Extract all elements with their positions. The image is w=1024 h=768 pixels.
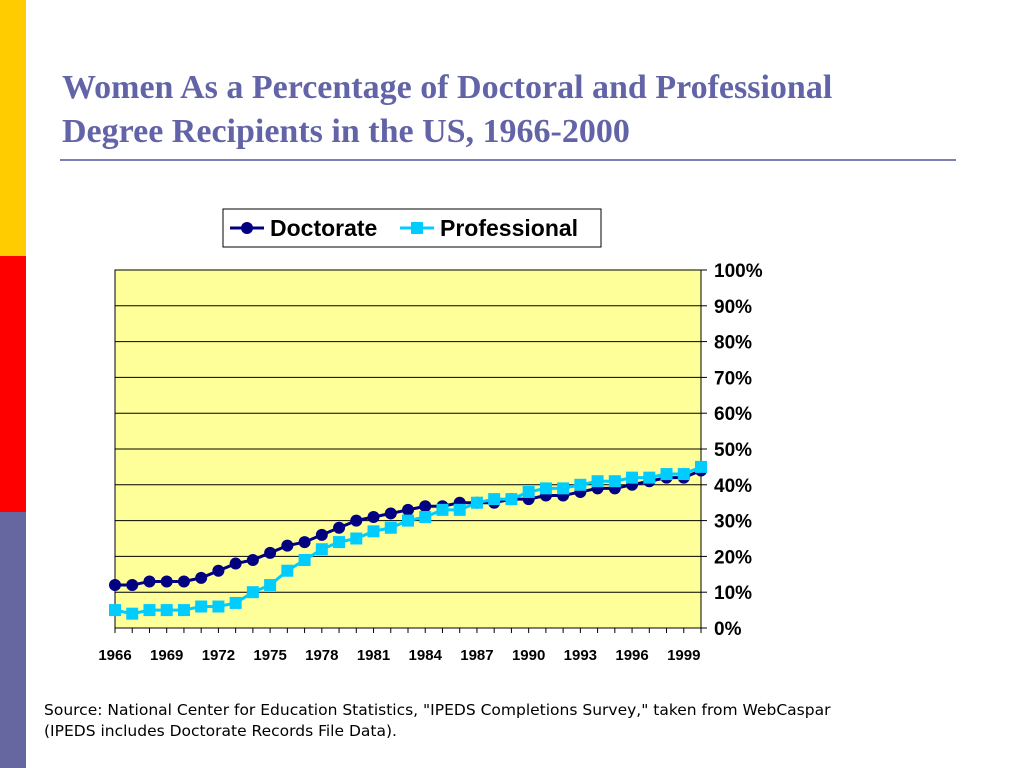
x-tick-label: 1969 [150,647,183,664]
data-point-professional [677,468,690,481]
data-point-professional [212,600,225,613]
data-point-professional [436,503,449,516]
data-point-doctorate [264,546,277,559]
data-point-professional [470,496,483,509]
y-tick-label: 70% [714,368,752,389]
data-point-professional [264,579,277,592]
legend-marker-professional [411,222,423,234]
x-tick-label: 1978 [305,647,338,664]
x-tick-label: 1972 [202,647,235,664]
data-point-professional [298,553,311,566]
y-tick-label: 0% [714,619,742,640]
data-point-professional [246,586,259,599]
data-point-professional [505,493,518,506]
data-point-doctorate [419,500,432,513]
data-point-doctorate [160,575,173,588]
x-tick-label: 1984 [409,647,443,664]
data-point-professional [557,482,570,495]
data-point-professional [367,525,380,538]
data-point-professional [384,521,397,534]
data-point-professional [453,503,466,516]
x-tick-label: 1987 [460,647,493,664]
data-point-doctorate [126,579,139,592]
data-point-professional [522,485,535,498]
data-point-professional [315,543,328,556]
data-point-doctorate [177,575,190,588]
y-tick-label: 10% [714,583,752,604]
data-point-doctorate [350,514,363,527]
x-tick-label: 1966 [98,647,131,664]
source-note: Source: National Center for Education St… [44,701,831,740]
data-point-professional [177,604,190,617]
accent-bar-red [0,256,26,512]
slide-title-line-2: Degree Recipients in the US, 1966-2000 [62,113,630,150]
data-point-professional [695,460,707,473]
data-point-professional [195,600,208,613]
data-point-doctorate [384,507,397,520]
data-point-professional [574,478,587,491]
data-point-professional [160,604,173,617]
y-tick-label: 90% [714,297,752,318]
x-tick-label: 1990 [512,647,545,664]
chart-legend: Doctorate Professional [222,208,602,248]
data-point-doctorate [367,511,380,524]
data-point-doctorate [229,557,242,570]
data-point-professional [126,607,139,620]
data-point-professional [591,475,604,488]
data-point-doctorate [333,521,346,534]
x-tick-label: 1999 [667,647,700,664]
data-point-doctorate [212,564,225,577]
data-point-professional [539,482,552,495]
data-point-professional [350,532,363,545]
y-tick-label: 50% [714,440,752,461]
slide-title-line-1: Women As a Percentage of Doctoral and Pr… [62,69,833,106]
legend-box [222,208,602,248]
x-tick-label: 1996 [615,647,648,664]
title-rule [60,159,956,161]
data-point-professional [402,514,414,527]
data-point-doctorate [195,571,208,584]
data-point-professional [488,493,501,506]
legend-label-doctorate: Doctorate [270,215,377,241]
legend-label-professional: Professional [440,215,578,241]
data-point-doctorate [281,539,294,552]
y-tick-label: 20% [714,547,752,568]
data-point-professional [608,475,621,488]
data-point-doctorate [298,536,311,549]
accent-bar-blue [0,512,26,768]
data-point-doctorate [246,553,259,566]
y-tick-label: 60% [714,404,752,425]
data-point-professional [229,596,242,609]
data-point-doctorate [109,579,121,592]
x-tick-label: 1975 [253,647,286,664]
y-tick-label: 80% [714,333,752,354]
data-point-professional [143,604,156,617]
data-point-doctorate [402,503,414,516]
data-point-doctorate [143,575,156,588]
slide-title: Women As a Percentage of Doctoral and Pr… [62,66,962,154]
data-point-professional [643,471,656,484]
y-tick-label: 40% [714,476,752,497]
accent-bar-yellow [0,0,26,256]
data-point-professional [109,604,121,617]
data-point-doctorate [315,528,328,541]
legend-marker-doctorate [241,222,253,234]
x-tick-label: 1993 [564,647,597,664]
y-tick-label: 100% [714,261,763,282]
data-point-professional [333,536,346,549]
data-point-professional [626,471,639,484]
data-point-professional [419,511,432,524]
data-point-professional [281,564,294,577]
data-point-professional [660,468,673,481]
y-tick-label: 30% [714,512,752,533]
x-tick-label: 1981 [357,647,390,664]
